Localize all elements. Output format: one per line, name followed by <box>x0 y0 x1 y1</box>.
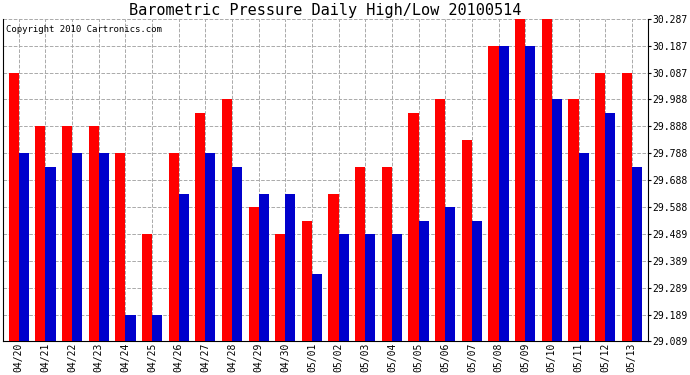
Bar <box>472 220 482 342</box>
Bar <box>499 46 509 342</box>
Bar <box>419 220 428 342</box>
Bar <box>462 140 472 342</box>
Bar <box>72 153 82 342</box>
Bar <box>19 153 29 342</box>
Bar <box>275 234 285 342</box>
Bar <box>88 126 99 342</box>
Bar <box>382 167 392 342</box>
Bar <box>259 194 269 342</box>
Bar <box>179 194 189 342</box>
Bar <box>445 207 455 342</box>
Bar <box>595 73 605 342</box>
Bar <box>206 153 215 342</box>
Bar <box>248 207 259 342</box>
Bar <box>569 99 578 342</box>
Bar <box>126 315 135 342</box>
Text: Copyright 2010 Cartronics.com: Copyright 2010 Cartronics.com <box>6 26 162 34</box>
Bar <box>62 126 72 342</box>
Bar <box>525 46 535 342</box>
Bar <box>222 99 232 342</box>
Bar <box>285 194 295 342</box>
Bar <box>622 73 632 342</box>
Bar <box>392 234 402 342</box>
Bar <box>115 153 126 342</box>
Bar <box>408 113 419 342</box>
Bar <box>9 73 19 342</box>
Bar <box>515 19 525 342</box>
Bar <box>312 274 322 342</box>
Bar <box>302 220 312 342</box>
Bar <box>605 113 615 342</box>
Bar <box>328 194 339 342</box>
Bar <box>168 153 179 342</box>
Bar <box>35 126 46 342</box>
Bar <box>99 153 109 342</box>
Bar <box>365 234 375 342</box>
Bar <box>489 46 499 342</box>
Bar <box>355 167 365 342</box>
Bar <box>542 19 552 342</box>
Bar <box>632 167 642 342</box>
Bar <box>232 167 242 342</box>
Bar <box>152 315 162 342</box>
Bar <box>578 153 589 342</box>
Bar <box>552 99 562 342</box>
Title: Barometric Pressure Daily High/Low 20100514: Barometric Pressure Daily High/Low 20100… <box>129 3 522 18</box>
Bar <box>339 234 348 342</box>
Bar <box>195 113 206 342</box>
Bar <box>142 234 152 342</box>
Bar <box>435 99 445 342</box>
Bar <box>46 167 56 342</box>
